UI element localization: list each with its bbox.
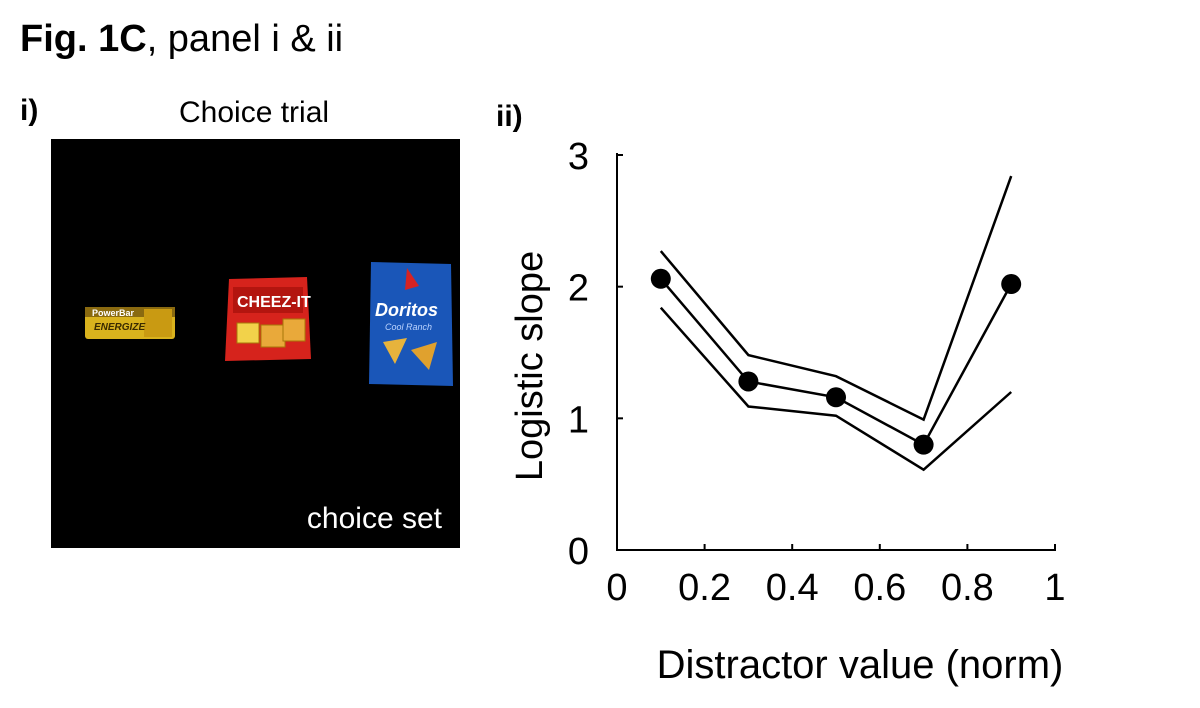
x-ticks: 0 0.2 0.4 0.6 0.8 1: [606, 544, 1066, 609]
y-tick-label: 1: [568, 399, 589, 441]
data-point-mean: [650, 268, 671, 289]
choice-stimulus-panel: PowerBar ENERGIZE CHEEZ-IT Doritos Cool …: [51, 139, 460, 548]
doritos-image: Doritos Cool Ranch: [369, 262, 453, 386]
data-point-mean: [738, 371, 759, 392]
x-tick-label: 0.6: [853, 567, 906, 609]
x-tick-label: 0.4: [766, 567, 819, 609]
y-tick-label: 0: [568, 531, 589, 573]
y-tick-label: 3: [568, 136, 589, 178]
data-point-mean: [913, 434, 934, 455]
figure-title-bold: Fig. 1C: [20, 18, 147, 60]
powerbar-brand: PowerBar: [92, 308, 135, 318]
y-ticks: 0 1 2 3: [568, 136, 623, 573]
series-line-upper: [659, 175, 1013, 422]
chart-series: [650, 175, 1022, 472]
y-tick-label: 2: [568, 268, 589, 310]
panel-ii-label: ii): [496, 100, 523, 133]
series-line-mean: [659, 277, 1013, 447]
x-tick-label: 0.2: [678, 567, 731, 609]
x-tick-label: 0: [606, 567, 627, 609]
cheezit-brand: CHEEZ-IT: [237, 294, 311, 311]
figure-title-rest: , panel i & ii: [146, 18, 344, 60]
cheezit-image: CHEEZ-IT: [225, 277, 311, 361]
x-tick-label: 0.8: [941, 567, 994, 609]
doritos-sub: Cool Ranch: [385, 322, 432, 332]
panel-i-label: i): [20, 94, 39, 127]
powerbar-image: PowerBar ENERGIZE: [85, 307, 175, 339]
data-point-mean: [1001, 274, 1022, 295]
series-line-lower: [659, 306, 1013, 472]
data-point-mean: [826, 387, 846, 408]
choice-set-caption: choice set: [306, 502, 442, 535]
doritos-brand: Doritos: [375, 300, 438, 320]
x-tick-label: 1: [1044, 567, 1065, 609]
powerbar-sub: ENERGIZE: [94, 322, 145, 333]
choice-trial-title: Choice trial: [179, 96, 330, 129]
y-axis-label: Logistic slope: [509, 251, 551, 481]
figure-title: Fig. 1C, panel i & ii: [20, 18, 343, 61]
x-axis-label: Distractor value (norm): [657, 643, 1064, 687]
chart-axes: [616, 153, 1056, 551]
